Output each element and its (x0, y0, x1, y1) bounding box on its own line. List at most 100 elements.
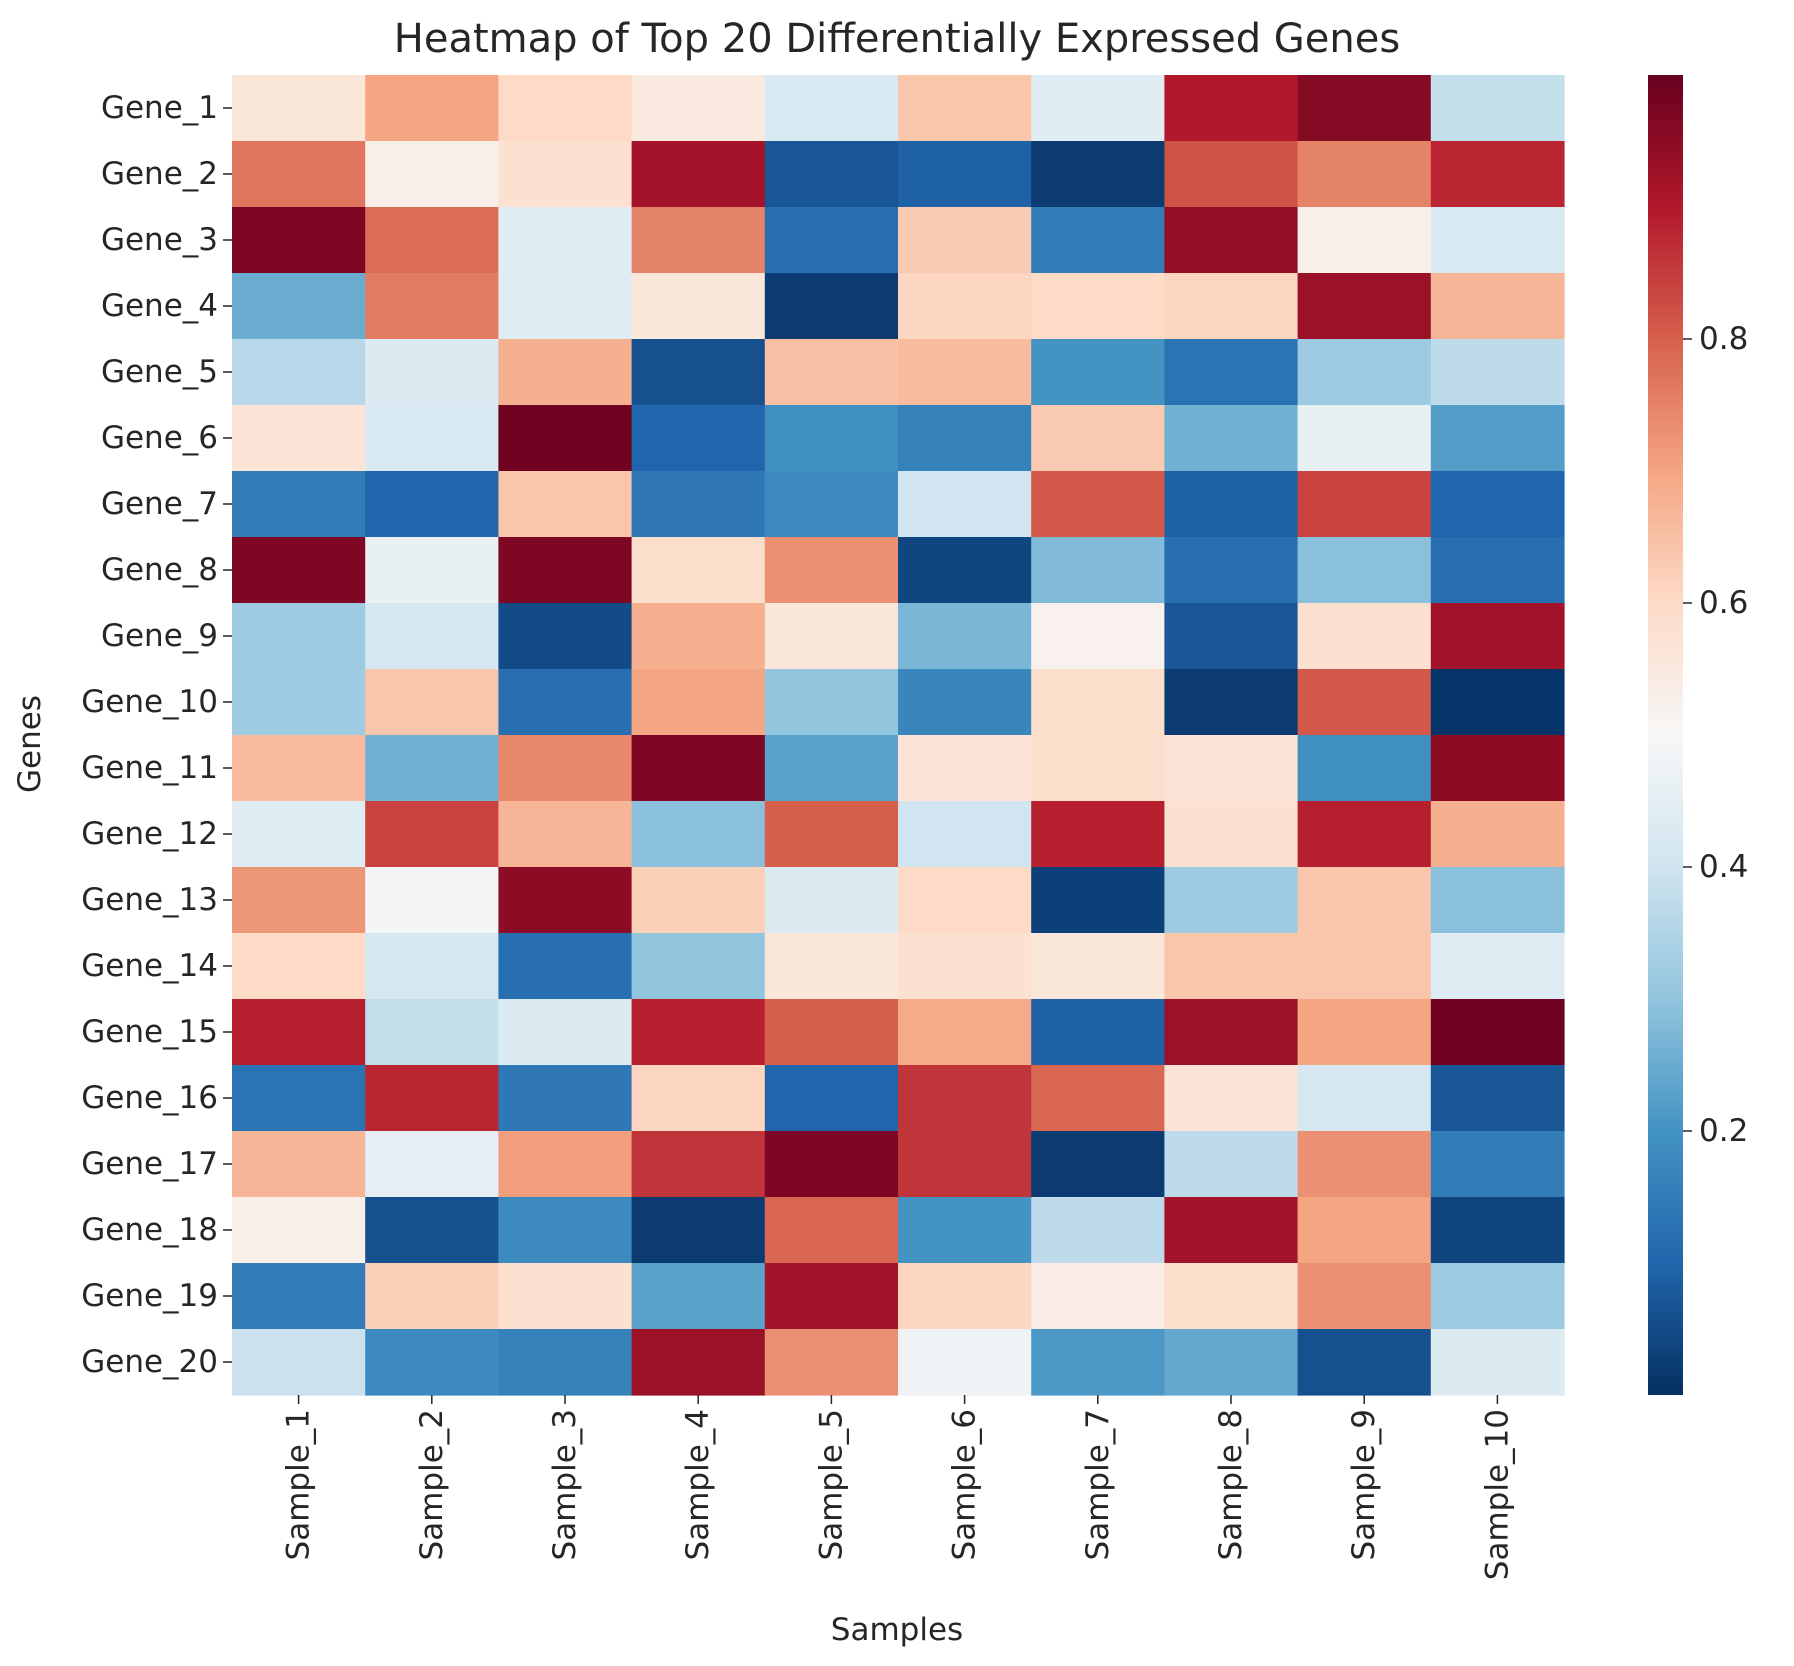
heatmap-cell (232, 867, 366, 934)
heatmap-cell (1430, 1329, 1565, 1396)
heatmap-cell (1297, 669, 1432, 736)
heatmap-cell (498, 1131, 633, 1198)
chart-title: Heatmap of Top 20 Differentially Express… (394, 16, 1400, 62)
heatmap-cell (1031, 1131, 1165, 1198)
heatmap-cell (1164, 471, 1299, 538)
heatmap-cell (1430, 999, 1565, 1066)
heatmap-cell (1031, 1197, 1165, 1264)
heatmap-cell (1297, 999, 1432, 1066)
heatmap-cell (1164, 1131, 1299, 1198)
heatmap-cell (898, 735, 1032, 802)
heatmap-cell (232, 1131, 366, 1198)
heatmap-cell (1297, 735, 1432, 802)
heatmap-cell (1164, 405, 1299, 472)
heatmap-cell (898, 273, 1032, 340)
heatmap-cell (1297, 471, 1432, 538)
heatmap-cell (631, 141, 766, 208)
heatmap-cell (365, 141, 499, 208)
heatmap-cell (365, 339, 499, 406)
colorbar-tick-label: 0.4 (1699, 849, 1748, 885)
y-tick-label: Gene_14 (81, 948, 218, 984)
heatmap-cell (1297, 801, 1432, 868)
y-tick-label: Gene_16 (81, 1080, 218, 1116)
heatmap-cell (1430, 537, 1565, 604)
heatmap-cell (1031, 801, 1165, 868)
heatmap-cell (631, 735, 766, 802)
heatmap-cell (1430, 603, 1565, 670)
heatmap-cell (232, 405, 366, 472)
heatmap-cell (1164, 867, 1299, 934)
heatmap-cell (232, 273, 366, 340)
y-tick-label: Gene_8 (101, 552, 218, 588)
colorbar-tick-label: 0.6 (1699, 585, 1748, 621)
heatmap-cell (1164, 273, 1299, 340)
heatmap-cell (898, 1131, 1032, 1198)
heatmap-cell (631, 471, 766, 538)
heatmap-cell (232, 669, 366, 736)
heatmap-cell (1031, 1263, 1165, 1330)
heatmap-cell (1031, 999, 1165, 1066)
heatmap-cell (898, 933, 1032, 1000)
heatmap-cell (1031, 405, 1165, 472)
heatmap-cell (764, 933, 899, 1000)
heatmap-cell (1297, 537, 1432, 604)
heatmap-cell (631, 801, 766, 868)
heatmap-cell (631, 207, 766, 274)
heatmap-cell (898, 867, 1032, 934)
heatmap-cell (1164, 1197, 1299, 1264)
heatmap-cell (1031, 1329, 1165, 1396)
x-axis-label: Samples (831, 1612, 963, 1648)
heatmap-cell (365, 1197, 499, 1264)
y-tick-label: Gene_6 (101, 420, 218, 456)
heatmap-cell (764, 1065, 899, 1132)
y-tick-label: Gene_5 (101, 354, 218, 390)
heatmap-cell (365, 669, 499, 736)
heatmap-cell (631, 669, 766, 736)
heatmap-cell (1031, 1065, 1165, 1132)
colorbar (1648, 75, 1683, 1395)
heatmap-cell (1430, 207, 1565, 274)
heatmap-cell (764, 405, 899, 472)
heatmap-cell (498, 141, 633, 208)
y-tick-label: Gene_20 (81, 1344, 218, 1380)
heatmap-cell (498, 933, 633, 1000)
heatmap-cell (365, 207, 499, 274)
heatmap-cell (232, 471, 366, 538)
heatmap-cell (498, 603, 633, 670)
heatmap-cell (1430, 405, 1565, 472)
heatmap-cell (898, 471, 1032, 538)
heatmap-cell (764, 75, 899, 142)
heatmap-cell (1164, 801, 1299, 868)
heatmap-cell (631, 339, 766, 406)
heatmap-cell (232, 339, 366, 406)
heatmap-cell (1164, 669, 1299, 736)
y-tick-label: Gene_1 (101, 90, 218, 126)
heatmap-cell (1297, 933, 1432, 1000)
heatmap-cell (1430, 471, 1565, 538)
heatmap-cell (1164, 141, 1299, 208)
heatmap-cell (1297, 75, 1432, 142)
heatmap-cell (498, 801, 633, 868)
heatmap-cell (1031, 273, 1165, 340)
heatmap-cell (1297, 141, 1432, 208)
y-tick-label: Gene_4 (101, 288, 218, 324)
heatmap-cell (1430, 1131, 1565, 1198)
heatmap-cell (898, 207, 1032, 274)
heatmap-cell (498, 339, 633, 406)
heatmap-cell (898, 1329, 1032, 1396)
heatmap-cell (498, 207, 633, 274)
heatmap-cell (365, 405, 499, 472)
heatmap-cell (365, 1065, 499, 1132)
heatmap-cell (498, 1065, 633, 1132)
heatmap-cell (1297, 273, 1432, 340)
heatmap-cell (764, 471, 899, 538)
heatmap-cell (232, 207, 366, 274)
heatmap-cell (898, 1065, 1032, 1132)
heatmap-cell (1430, 1197, 1565, 1264)
heatmap-cell (631, 273, 766, 340)
heatmap-cell (1031, 471, 1165, 538)
heatmap-cell (232, 1197, 366, 1264)
y-tick-label: Gene_2 (101, 156, 218, 192)
y-tick-label: Gene_11 (81, 750, 218, 786)
heatmap-cell (631, 933, 766, 1000)
